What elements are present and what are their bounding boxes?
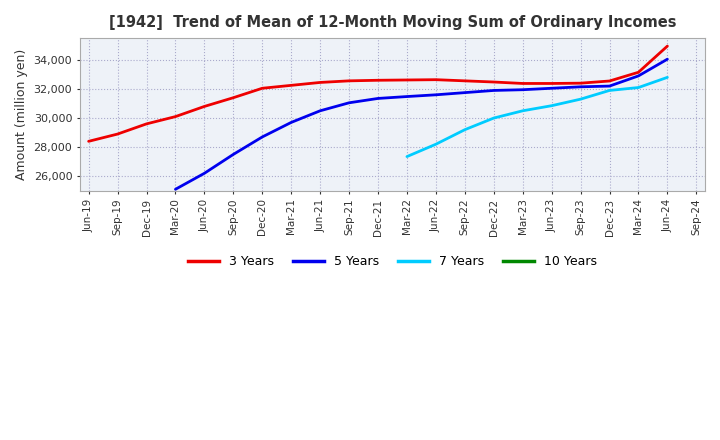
- 7 Years: [490, 115, 498, 121]
- 5 Years: [229, 152, 238, 157]
- 3 Years: [402, 77, 411, 83]
- 3 Years: [113, 132, 122, 137]
- 3 Years: [258, 86, 266, 91]
- 3 Years: [431, 77, 440, 82]
- 7 Years: [431, 142, 440, 147]
- Y-axis label: Amount (million yen): Amount (million yen): [15, 49, 28, 180]
- 3 Years: [84, 139, 93, 144]
- 3 Years: [142, 121, 150, 127]
- 5 Years: [576, 84, 585, 89]
- 7 Years: [547, 103, 556, 108]
- 5 Years: [634, 73, 643, 79]
- 3 Years: [547, 81, 556, 86]
- 5 Years: [402, 94, 411, 99]
- 3 Years: [171, 114, 180, 119]
- 5 Years: [490, 88, 498, 93]
- 3 Years: [200, 104, 209, 109]
- 5 Years: [663, 57, 672, 62]
- Line: 3 Years: 3 Years: [89, 46, 667, 141]
- 5 Years: [461, 90, 469, 95]
- 3 Years: [576, 81, 585, 86]
- 5 Years: [200, 171, 209, 176]
- Line: 7 Years: 7 Years: [407, 77, 667, 157]
- 7 Years: [518, 108, 527, 114]
- 5 Years: [518, 87, 527, 92]
- 3 Years: [461, 78, 469, 84]
- 3 Years: [316, 80, 325, 85]
- Legend: 3 Years, 5 Years, 7 Years, 10 Years: 3 Years, 5 Years, 7 Years, 10 Years: [183, 250, 602, 273]
- 5 Years: [171, 187, 180, 192]
- 7 Years: [402, 154, 411, 159]
- 3 Years: [663, 44, 672, 49]
- 3 Years: [345, 78, 354, 84]
- 3 Years: [229, 95, 238, 100]
- 7 Years: [634, 85, 643, 90]
- 5 Years: [374, 96, 382, 101]
- 3 Years: [490, 79, 498, 84]
- 5 Years: [547, 86, 556, 91]
- 5 Years: [606, 84, 614, 89]
- 5 Years: [316, 108, 325, 114]
- 3 Years: [287, 83, 295, 88]
- 7 Years: [606, 88, 614, 93]
- Title: [1942]  Trend of Mean of 12-Month Moving Sum of Ordinary Incomes: [1942] Trend of Mean of 12-Month Moving …: [109, 15, 676, 30]
- 7 Years: [663, 75, 672, 80]
- 5 Years: [287, 120, 295, 125]
- 7 Years: [461, 127, 469, 132]
- Line: 5 Years: 5 Years: [176, 59, 667, 189]
- 7 Years: [576, 96, 585, 102]
- 5 Years: [258, 134, 266, 139]
- 3 Years: [518, 81, 527, 86]
- 5 Years: [345, 100, 354, 106]
- 3 Years: [634, 70, 643, 75]
- 3 Years: [374, 77, 382, 83]
- 3 Years: [606, 78, 614, 84]
- 5 Years: [431, 92, 440, 97]
